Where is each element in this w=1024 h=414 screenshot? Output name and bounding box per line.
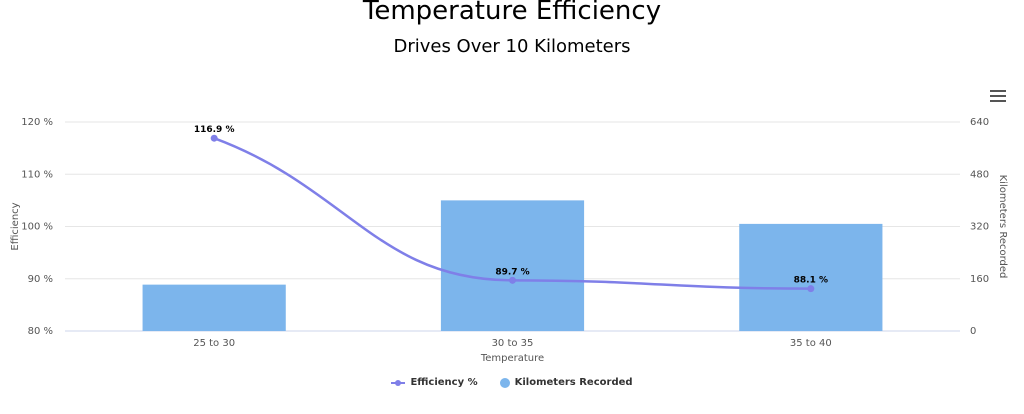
x-tick-label: 25 to 30 [193,338,235,349]
bar-series-icon [499,377,510,388]
chart-subtitle: Drives Over 10 Kilometers [393,36,631,57]
x-tick-label: 30 to 35 [492,338,534,349]
y-right-tick-label: 0 [970,326,976,337]
line-point [807,285,815,293]
y-right-tick-label: 320 [970,222,989,233]
line-point [210,134,218,142]
y-left-axis-title: Efficiency [10,202,21,250]
line-point [509,276,516,284]
data-label: 116.9 % [194,125,235,135]
y-right-axis-title: Kilometers Recorded [997,175,1008,279]
y-left-tick-label: 110 % [21,169,53,180]
legend-label-efficiency: Efficiency % [410,377,478,388]
legend-item-efficiency[interactable]: Efficiency % [391,377,478,388]
y-left-tick-label: 120 % [21,117,53,128]
y-left-tick-label: 100 % [21,222,53,233]
data-label: 89.7 % [495,267,529,277]
chart-legend: Efficiency % Kilometers Recorded [0,377,1024,388]
y-left-tick-label: 80 % [28,326,53,337]
y-right-tick-label: 160 [970,274,989,285]
bar [739,223,883,331]
bar [440,200,585,331]
chart-title: Temperature Efficiency [362,0,662,26]
y-right-tick-label: 480 [970,169,989,180]
data-label: 88.1 % [794,276,828,286]
bar [142,284,286,331]
x-tick-label: 35 to 40 [790,338,832,349]
y-right-tick-label: 640 [970,117,989,128]
x-axis-title: Temperature [480,353,544,364]
chart-menu-icon[interactable] [990,90,1006,104]
legend-label-kilometers: Kilometers Recorded [514,377,633,388]
legend-item-kilometers[interactable]: Kilometers Recorded [499,377,633,388]
y-left-tick-label: 90 % [28,274,53,285]
line-series-icon [391,379,406,386]
